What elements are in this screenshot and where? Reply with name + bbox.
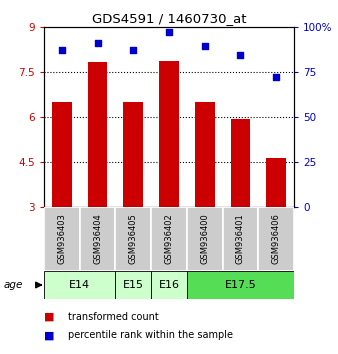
Text: E16: E16 [159,280,179,290]
Text: E15: E15 [123,280,144,290]
Text: E17.5: E17.5 [224,280,256,290]
Bar [266,158,286,207]
Text: GSM936401: GSM936401 [236,213,245,264]
Point [166,29,172,35]
Bar [151,207,187,271]
Point [130,47,136,53]
Bar [159,61,179,207]
Point [59,47,65,53]
Text: GSM936404: GSM936404 [93,213,102,264]
Text: E14: E14 [69,280,90,290]
Text: GSM936406: GSM936406 [272,213,281,264]
Point [202,44,208,49]
Bar [195,102,215,207]
Text: age: age [3,280,23,290]
Bar [231,119,250,207]
Bar [187,271,294,299]
Bar [151,271,187,299]
Point [273,74,279,80]
Text: GSM936403: GSM936403 [57,213,66,264]
Bar [187,207,223,271]
Text: GSM936405: GSM936405 [129,213,138,264]
Text: transformed count: transformed count [68,312,158,322]
Bar [44,207,80,271]
Bar [115,207,151,271]
Title: GDS4591 / 1460730_at: GDS4591 / 1460730_at [92,12,246,25]
Text: ■: ■ [44,330,54,340]
Bar [52,102,72,207]
Bar [80,207,115,271]
Bar [223,207,258,271]
Bar [115,271,151,299]
Bar [88,62,107,207]
Point [95,40,100,46]
Bar [258,207,294,271]
Text: GSM936400: GSM936400 [200,213,209,264]
Text: percentile rank within the sample: percentile rank within the sample [68,330,233,340]
Text: GSM936402: GSM936402 [165,213,173,264]
Point [238,53,243,58]
Bar [123,102,143,207]
Text: ■: ■ [44,312,54,322]
Bar [44,271,115,299]
